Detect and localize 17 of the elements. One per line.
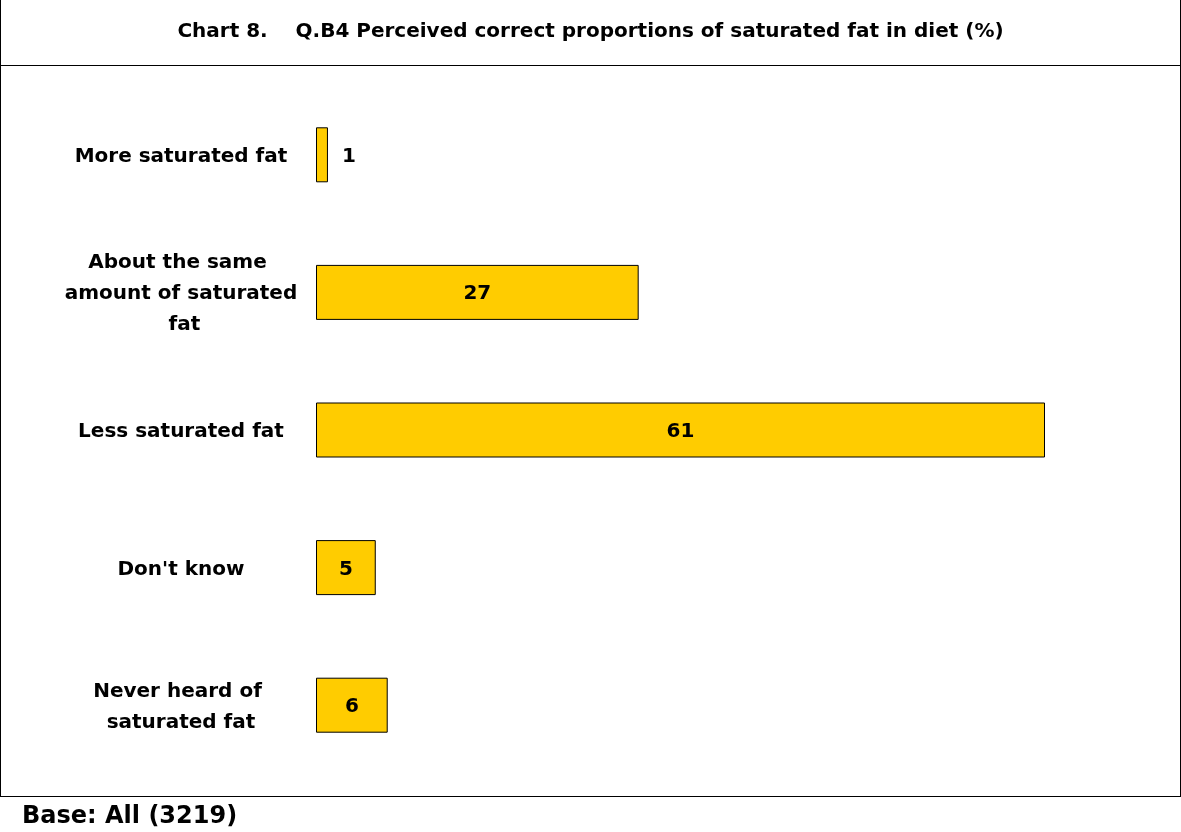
y-tick-label: More saturated fat xyxy=(74,142,288,167)
y-tick-label: Less saturated fat xyxy=(78,418,285,442)
bar xyxy=(316,540,376,596)
data-label: 5 xyxy=(338,555,353,580)
bar xyxy=(316,127,328,183)
data-label: 61 xyxy=(666,418,695,442)
data-label: 27 xyxy=(463,280,492,305)
text: Base: All (3219) xyxy=(22,800,238,831)
y-tick-label: Never heard of saturated fat xyxy=(93,677,269,733)
data-label: 1 xyxy=(341,142,356,167)
y-tick-label: Don't know xyxy=(117,555,245,580)
chart-title: Chart 8. Q.B4 Perceived correct proportions of saturated fat in diet (%) xyxy=(0,0,1181,66)
data-label: 6 xyxy=(344,693,359,718)
bar xyxy=(316,264,639,320)
bar xyxy=(316,402,1045,458)
y-tick-label: About the same amount of saturated fat xyxy=(64,249,298,336)
bar xyxy=(316,677,388,733)
